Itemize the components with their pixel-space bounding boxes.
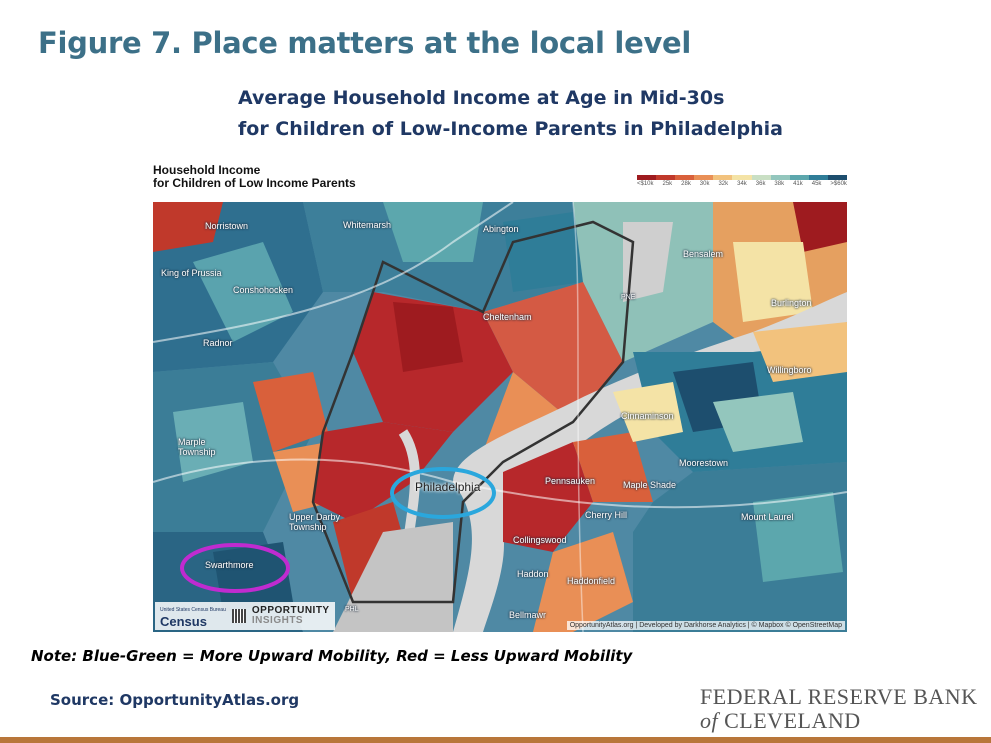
scale-label: <$10k (637, 181, 654, 187)
label-marple: Marple Township (178, 437, 216, 457)
scale-swatch (770, 175, 790, 180)
label-burlington: Burlington (771, 298, 812, 308)
label-cinnaminson: Cinnaminson (621, 411, 674, 421)
brand-line2: of CLEVELAND (700, 709, 978, 733)
scale-swatch (808, 175, 828, 180)
scale-swatch (675, 175, 695, 180)
brand-cleveland: CLEVELAND (724, 708, 861, 733)
label-cheltenham: Cheltenham (483, 312, 532, 322)
income-map[interactable]: Norristown King of Prussia Conshohocken … (153, 202, 847, 632)
label-whitemarsh: Whitemarsh (343, 220, 392, 230)
legend-title-line1: Household Income (153, 163, 261, 177)
scale-label: 45k (811, 181, 822, 187)
label-collingswood: Collingswood (513, 535, 567, 545)
label-willingboro: Willingboro (767, 365, 812, 375)
scale-label: 34k (737, 181, 747, 187)
brand-of: of (700, 708, 719, 733)
label-philadelphia: Philadelphia (415, 480, 481, 494)
opportunity-insights-logo: OPPORTUNITY INSIGHTS (252, 606, 330, 626)
label-bellmawr: Bellmawr (509, 610, 547, 620)
label-phl: PHL (345, 606, 359, 613)
label-haddonfield: Haddonfield (567, 576, 616, 586)
label-norristown: Norristown (205, 221, 249, 231)
map-canvas (153, 202, 847, 632)
legend-title-line2: for Children of Low Income Parents (153, 176, 356, 190)
label-abington: Abington (483, 224, 519, 234)
oi-logo-line2: INSIGHTS (251, 615, 304, 626)
figure-title: Figure 7. Place matters at the local lev… (38, 26, 692, 60)
brand-line1: FEDERAL RESERVE BANK (700, 684, 978, 709)
census-caption: United States Census Bureau (160, 607, 226, 613)
swarthmore-highlight (180, 543, 290, 593)
color-scale-labels: <$10k 25k 28k 30k 32k 34k 36k 38k 41k 45k >$60k (637, 181, 847, 187)
scale-label: 30k (699, 181, 710, 187)
label-pennsauken: Pennsauken (545, 476, 596, 486)
scale-swatch (789, 175, 809, 180)
note-text: Note: Blue-Green = More Upward Mobility,… (31, 647, 633, 665)
scale-label: 25k (662, 181, 673, 187)
census-logo: United States Census Bureau Census (160, 604, 226, 628)
opportunity-insights-icon (231, 609, 246, 623)
source-text: Source: OpportunityAtlas.org (50, 691, 300, 709)
scale-swatch (694, 175, 714, 180)
bottom-rule (0, 737, 991, 743)
map-logos: United States Census Bureau Census OPPOR… (155, 602, 335, 630)
scale-swatch (656, 175, 676, 180)
fed-cleveland-logo: FEDERAL RESERVE BANK of CLEVELAND (700, 685, 978, 733)
scale-swatch (827, 175, 848, 180)
label-upper-darby: Upper Darby Township (289, 512, 341, 532)
scale-swatch (713, 175, 733, 180)
chart-title-line2: for Children of Low-Income Parents in Ph… (238, 118, 783, 140)
scale-label: 36k (755, 181, 766, 187)
chart-title-line1: Average Household Income at Age in Mid-3… (238, 87, 725, 109)
label-king-of-prussia: King of Prussia (161, 268, 222, 278)
label-bensalem: Bensalem (683, 249, 724, 259)
scale-label: 28k (681, 181, 691, 187)
income-color-scale: <$10k 25k 28k 30k 32k 34k 36k 38k 41k 45k >$60k (637, 175, 848, 187)
label-pne: PNE (621, 294, 636, 301)
oi-logo-line1: OPPORTUNITY (251, 605, 330, 616)
label-mount-laurel: Mount Laurel (741, 512, 794, 522)
label-conshohocken: Conshohocken (233, 285, 294, 295)
label-swarthmore: Swarthmore (205, 560, 254, 570)
color-scale-bar (637, 175, 848, 180)
scale-swatch (637, 175, 657, 180)
label-radnor: Radnor (203, 338, 233, 348)
scale-label: 41k (793, 181, 803, 187)
label-moorestown: Moorestown (679, 458, 729, 468)
label-haddon: Haddon (517, 569, 549, 579)
scale-swatch (732, 175, 752, 180)
scale-label: 32k (718, 181, 729, 187)
scale-label: 38k (774, 181, 785, 187)
center-city-highlight (390, 467, 496, 519)
label-maple-shade: Maple Shade (623, 480, 677, 490)
map-attribution[interactable]: OpportunityAtlas.org | Developed by Dark… (566, 621, 845, 630)
scale-swatch (751, 175, 771, 180)
label-cherry-hill: Cherry Hill (585, 510, 628, 520)
census-logo-text: Census (160, 614, 207, 629)
scale-label: >$60k (830, 181, 847, 187)
legend-title: Household Income for Children of Low Inc… (153, 164, 356, 190)
